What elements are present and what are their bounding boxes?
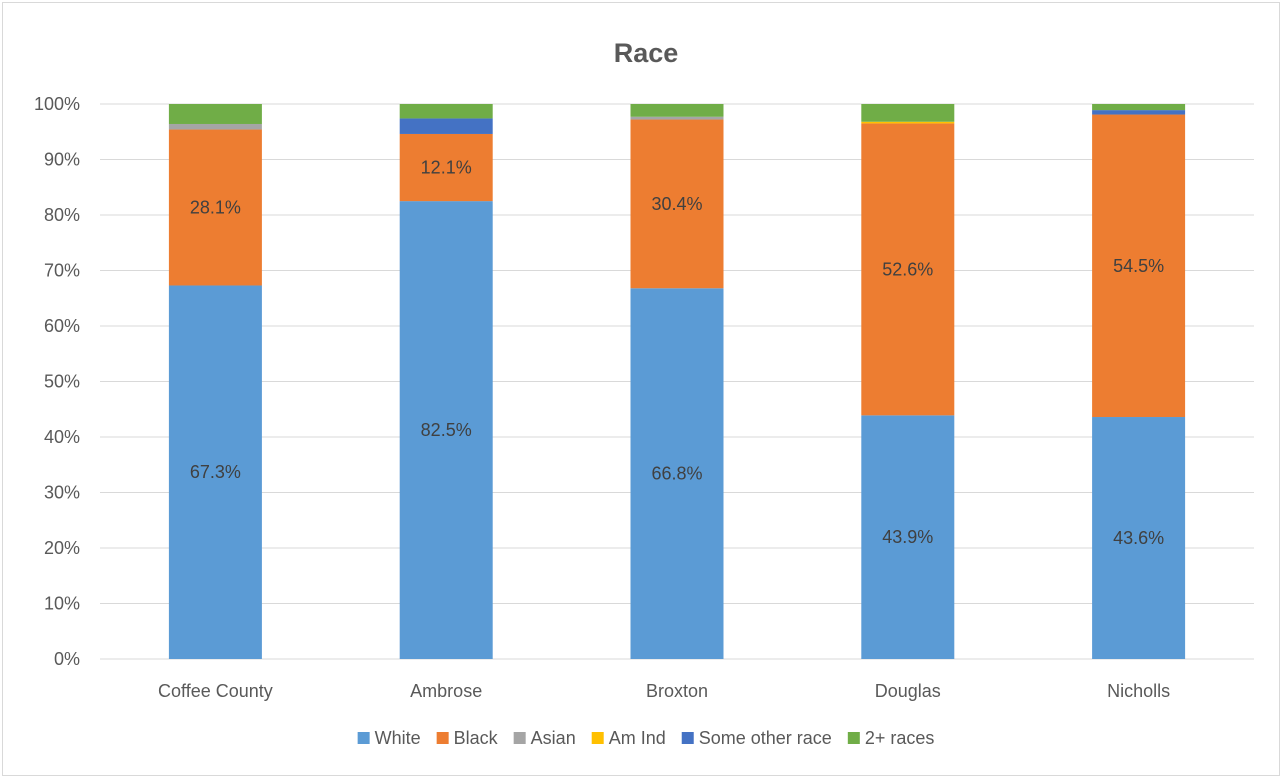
legend-item: Some other race: [681, 728, 832, 748]
data-label: 67.3%: [190, 462, 241, 482]
legend-label: Black: [454, 728, 499, 748]
data-label: 52.6%: [882, 259, 933, 279]
bar-segment: [399, 201, 493, 659]
data-label: 43.9%: [882, 527, 933, 547]
x-tick-label: Nicholls: [1107, 681, 1170, 701]
x-tick-label: Douglas: [875, 681, 941, 701]
data-labels: 67.3% 28.1% 82.5% 12.1% 66.8% 30.4% 43.9% 52.6%…: [190, 158, 1164, 548]
bars: [168, 104, 1186, 659]
x-tick-label: Coffee County: [158, 681, 273, 701]
y-tick-label: 0%: [54, 649, 80, 669]
bar-segment: [399, 104, 493, 119]
y-tick-label: 20%: [44, 538, 80, 558]
legend-item: Black: [436, 728, 499, 748]
legend-label: White: [375, 728, 421, 748]
data-label: 54.5%: [1113, 256, 1164, 276]
y-tick-label: 10%: [44, 594, 80, 614]
legend-swatch: [357, 732, 370, 744]
bar-segment: [861, 415, 955, 659]
data-label: 82.5%: [421, 420, 472, 440]
bar-segment: [861, 104, 955, 122]
bar-segment: [630, 288, 724, 659]
bar-segment: [630, 119, 724, 289]
legend-item: 2+ races: [847, 728, 935, 748]
y-tick-label: 80%: [44, 205, 80, 225]
bar-segment: [168, 285, 262, 659]
y-tick-label: 60%: [44, 316, 80, 336]
legend-swatch: [591, 732, 604, 744]
bar-segment: [630, 104, 724, 117]
y-tick-label: 40%: [44, 427, 80, 447]
legend-swatch: [847, 732, 860, 744]
bar-segment: [168, 129, 262, 286]
bar-segment: [168, 104, 262, 124]
y-tick-label: 90%: [44, 150, 80, 170]
y-tick-label: 100%: [34, 94, 80, 114]
x-tick-label: Ambrose: [410, 681, 482, 701]
x-tick-label: Broxton: [646, 681, 708, 701]
bar-segment: [399, 133, 493, 202]
y-tick-label: 50%: [44, 372, 80, 392]
bar-segment: [861, 121, 955, 124]
bar-segment: [1092, 104, 1186, 111]
bar-segment: [399, 118, 493, 134]
bar-segment: [168, 123, 262, 130]
legend-swatch: [681, 732, 694, 744]
bar-segment: [1092, 417, 1186, 659]
bar-segment: [630, 116, 724, 120]
legend-label: Asian: [531, 728, 576, 748]
legend-label: Am Ind: [609, 728, 666, 748]
legend: White Black Asian Am Ind Some other race 2+ r…: [357, 728, 935, 748]
y-tick-label: 70%: [44, 261, 80, 281]
legend-swatch: [436, 732, 449, 744]
y-axis-ticks: 0% 10% 20% 30% 40% 50% 60% 70% 80% 90% 100%: [34, 94, 80, 669]
legend-label: Some other race: [699, 728, 832, 748]
legend-item: White: [357, 728, 421, 748]
legend-label: 2+ races: [865, 728, 935, 748]
chart-title: Race: [614, 38, 679, 68]
y-tick-label: 30%: [44, 483, 80, 503]
x-axis-ticks: Coffee County Ambrose Broxton Douglas Nichol…: [158, 681, 1170, 701]
data-label: 12.1%: [421, 158, 472, 178]
bar-segment: [861, 123, 955, 416]
data-label: 43.6%: [1113, 528, 1164, 548]
legend-item: Am Ind: [591, 728, 666, 748]
data-label: 66.8%: [651, 464, 702, 484]
legend-swatch: [513, 732, 526, 744]
data-label: 28.1%: [190, 198, 241, 218]
bar-segment: [1092, 110, 1186, 115]
bar-segment: [1092, 114, 1186, 418]
data-label: 30.4%: [651, 194, 702, 214]
legend-item: Asian: [513, 728, 576, 748]
